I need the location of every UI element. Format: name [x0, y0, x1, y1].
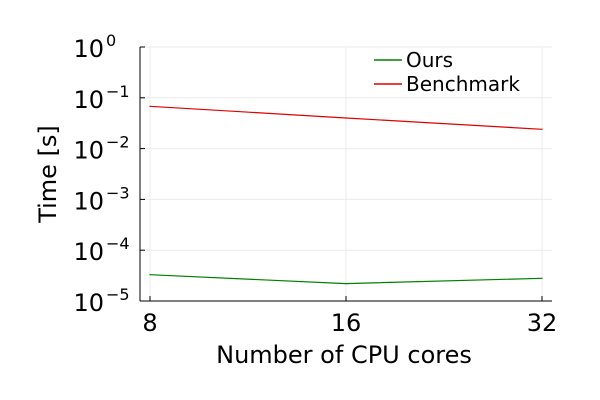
y-tick-base: 10 — [73, 289, 104, 317]
y-axis-label: Time [s] — [34, 125, 62, 224]
data-point-ours — [541, 277, 543, 279]
y-tick-label: 10 — [73, 137, 104, 165]
data-point-benchmark — [149, 105, 151, 107]
data-point-benchmark — [345, 117, 347, 119]
y-tick-exponent: −3 — [106, 183, 130, 202]
data-point-ours — [345, 283, 347, 285]
y-tick-exponent: −4 — [106, 234, 130, 253]
x-axis-label: Number of CPU cores — [216, 341, 472, 369]
x-tick-label: 32 — [527, 309, 558, 337]
x-tick-label: 16 — [331, 309, 362, 337]
y-tick-label: 10 — [73, 35, 104, 63]
legend-label-benchmark: Benchmark — [406, 72, 520, 96]
y-tick-exponent: −2 — [106, 133, 130, 152]
x-tick-label: 8 — [142, 309, 157, 337]
y-tick-exponent: −5 — [106, 285, 130, 304]
y-tick-label: 10 — [73, 86, 104, 114]
y-tick-base: 10 — [73, 86, 104, 114]
y-tick-label: 10 — [73, 289, 104, 317]
data-point-ours — [149, 274, 151, 276]
y-tick-base: 10 — [73, 238, 104, 266]
y-tick-base: 10 — [73, 35, 104, 63]
series-lines — [149, 105, 543, 285]
axes — [139, 47, 552, 302]
y-tick-label: 10 — [73, 187, 104, 215]
x-tick-labels: 8 16 32 — [142, 309, 557, 337]
y-tick-exponent: −1 — [106, 82, 130, 101]
y-tick-base: 10 — [73, 187, 104, 215]
y-tick-label: 10 — [73, 238, 104, 266]
legend-label-ours: Ours — [406, 48, 453, 72]
y-tick-base: 10 — [73, 137, 104, 165]
y-tick-exponent: 0 — [106, 31, 116, 50]
data-point-benchmark — [541, 128, 543, 130]
